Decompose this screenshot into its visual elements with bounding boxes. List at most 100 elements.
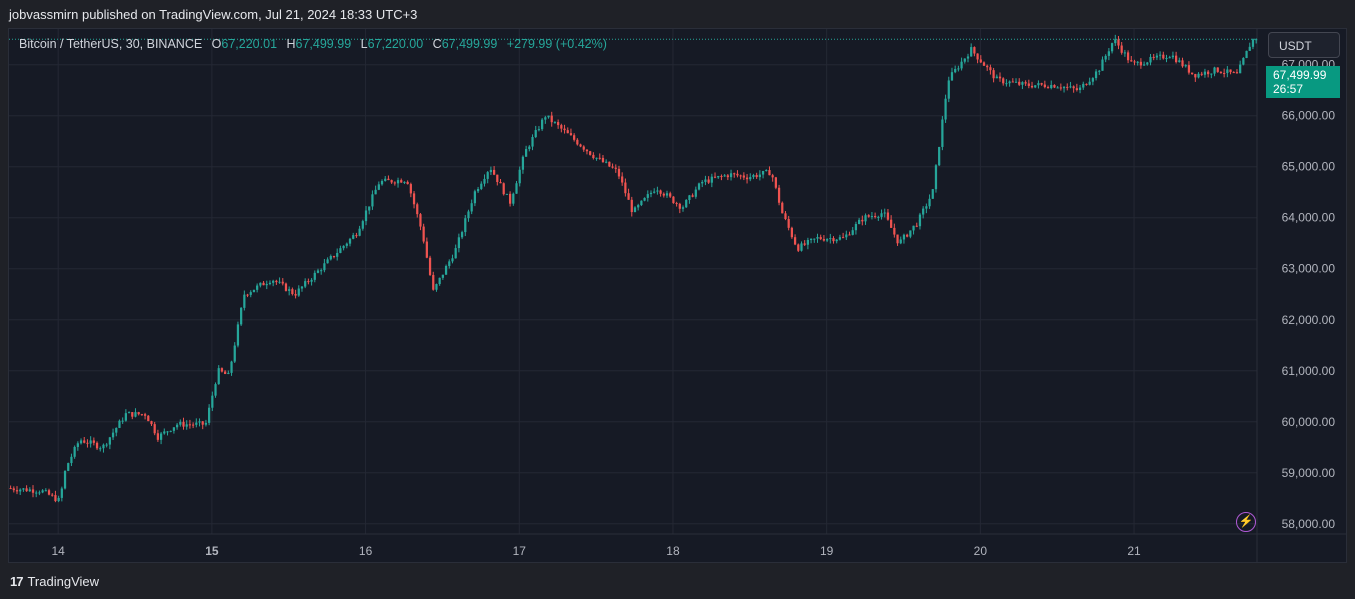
- last-price-value: 67,499.99: [1273, 68, 1327, 82]
- candle-body: [476, 188, 480, 192]
- candle-body: [541, 119, 544, 130]
- currency-button[interactable]: USDT: [1268, 32, 1340, 58]
- candle-body: [845, 234, 848, 238]
- candle-body: [326, 259, 329, 264]
- candle-body: [697, 183, 701, 190]
- candle-body: [1155, 55, 1159, 58]
- candle-body: [595, 157, 598, 159]
- candle-body: [950, 72, 954, 81]
- candle-body: [57, 497, 60, 502]
- lightning-bolt-icon[interactable]: ⚡: [1236, 512, 1256, 532]
- candle-body: [15, 490, 19, 492]
- candle-body: [364, 210, 368, 222]
- candle-body: [1200, 73, 1203, 75]
- candle-body: [435, 284, 438, 290]
- candle-body: [825, 239, 829, 241]
- candle-body: [1152, 56, 1155, 58]
- candle-body: [781, 202, 784, 214]
- candle-body: [534, 130, 537, 138]
- candle-body: [416, 204, 419, 215]
- candle-body: [489, 169, 493, 173]
- high-value: 67,499.99: [295, 37, 352, 51]
- candle-body: [1207, 71, 1210, 75]
- candle-body: [361, 221, 364, 229]
- candle-body: [313, 272, 316, 280]
- candle-body: [669, 193, 672, 197]
- candle-body: [204, 422, 208, 425]
- x-tick-label: 20: [974, 544, 988, 558]
- candle-body: [707, 179, 710, 183]
- candle-body: [582, 146, 585, 150]
- candle-body: [1232, 72, 1235, 74]
- candle-body: [393, 182, 396, 184]
- candle-body: [428, 257, 432, 275]
- candle-body: [95, 442, 99, 449]
- candle-body: [1216, 67, 1219, 72]
- candle-body: [761, 170, 765, 175]
- candle-body: [1158, 54, 1162, 56]
- candle-body: [60, 488, 63, 498]
- candle-body: [765, 170, 768, 172]
- candle-body: [685, 200, 688, 208]
- candle-body: [723, 175, 726, 177]
- candle-body: [1101, 59, 1104, 71]
- candle-body: [403, 181, 406, 183]
- candle-body: [185, 424, 188, 427]
- candle-body: [460, 232, 464, 238]
- candle-body: [412, 193, 416, 205]
- candle-body: [409, 184, 412, 194]
- candle-body: [99, 448, 102, 450]
- candle-body: [316, 270, 320, 273]
- candle-body: [627, 193, 630, 200]
- candle-body: [947, 80, 950, 99]
- candle-body: [633, 207, 637, 213]
- candle-body: [28, 489, 31, 492]
- candle-body: [1046, 87, 1050, 89]
- candle-body: [31, 489, 35, 493]
- candle-body: [195, 422, 198, 425]
- candle-body: [492, 169, 496, 175]
- candle-body: [963, 58, 966, 62]
- candle-body: [1011, 81, 1014, 83]
- candle-body: [121, 420, 124, 422]
- candle-body: [240, 307, 243, 325]
- candle-body: [83, 440, 86, 443]
- candle-body: [1146, 62, 1149, 65]
- candle-body: [345, 243, 348, 246]
- candle-body: [1002, 78, 1005, 84]
- candle-body: [970, 47, 973, 57]
- candle-body: [214, 384, 217, 396]
- candle-body: [246, 294, 249, 296]
- symbol-label[interactable]: Bitcoin / TetherUS, 30, BINANCE: [19, 37, 203, 51]
- candle-body: [22, 488, 25, 490]
- candle-body: [102, 444, 105, 449]
- candle-body: [1136, 61, 1139, 63]
- candle-body: [941, 119, 944, 147]
- candle-body: [268, 282, 272, 284]
- candle-body: [92, 440, 95, 443]
- candle-body: [992, 70, 995, 79]
- footer-brand[interactable]: 17 TradingView: [10, 574, 99, 589]
- candle-body: [329, 256, 332, 260]
- candle-body: [1184, 65, 1187, 67]
- candle-body: [614, 167, 617, 169]
- candle-body: [736, 173, 739, 176]
- candle-body: [861, 219, 864, 222]
- candle-body: [938, 146, 941, 166]
- candle-body: [653, 191, 656, 193]
- chart-frame[interactable]: 58,000.00 59,000.00 60,000.00 61,000.00 62,0…: [8, 28, 1347, 563]
- candle-body: [1210, 73, 1213, 75]
- candle-body: [1024, 82, 1027, 84]
- candle-body: [858, 219, 861, 225]
- candle-body: [438, 277, 441, 285]
- candle-body: [729, 173, 733, 178]
- candle-body: [304, 281, 307, 287]
- candle-body: [790, 227, 794, 238]
- x-tick-label: 16: [359, 544, 373, 558]
- candle-body: [851, 230, 854, 235]
- candlestick-chart[interactable]: 58,000.00 59,000.00 60,000.00 61,000.00 62,0…: [9, 29, 1346, 562]
- published-header: jobvassmirn published on TradingView.com…: [9, 7, 418, 22]
- candle-body: [979, 59, 982, 63]
- candle-body: [208, 407, 211, 423]
- candle-body: [140, 414, 144, 416]
